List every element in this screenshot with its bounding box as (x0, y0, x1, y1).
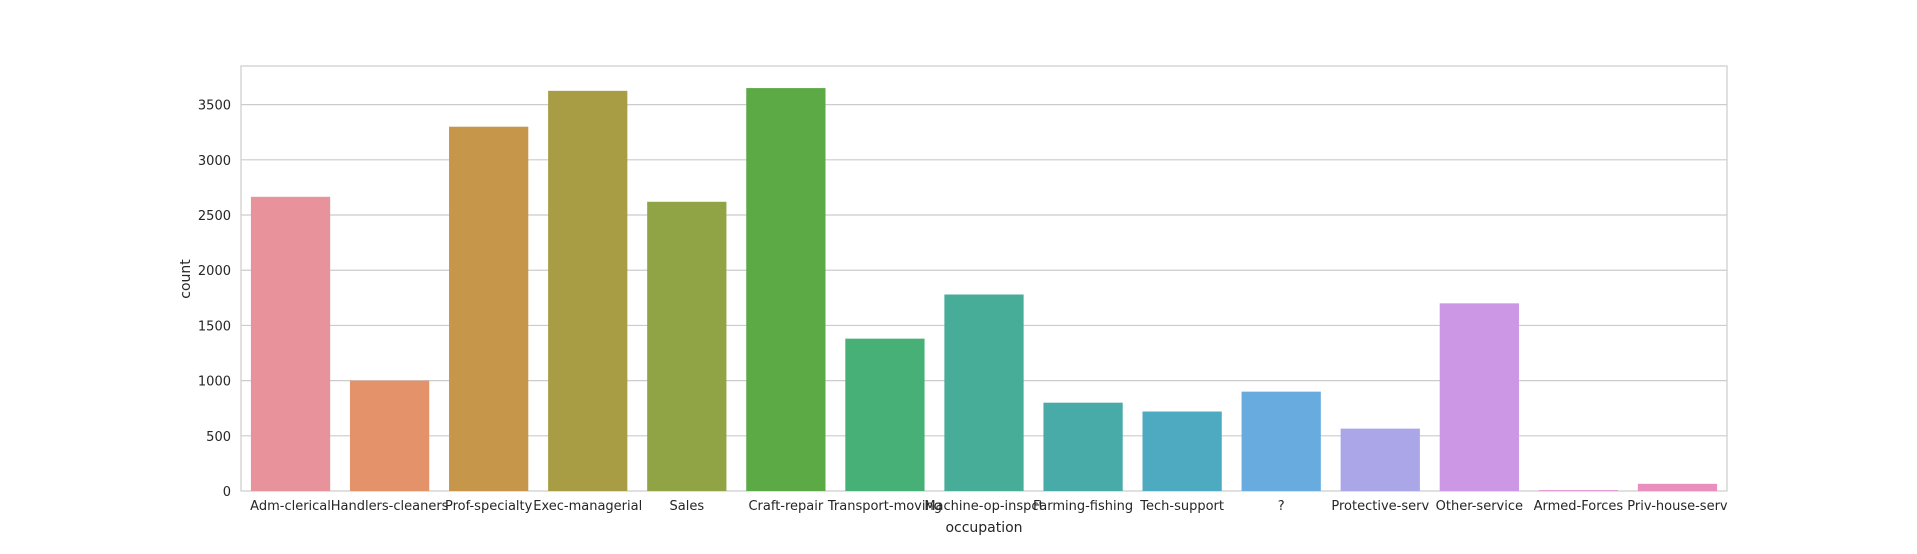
x-tick-labels: Adm-clerical Handlers-cleanersProf-specia… (250, 499, 1728, 514)
bar-exec-managerial (548, 90, 628, 492)
x-tick-label: Transport-moving (827, 499, 942, 514)
y-tick-labels: 0 500 1000 1500 2000 2500 3000 3500 (198, 99, 231, 500)
x-tick-label: Sales (669, 499, 704, 514)
x-tick-label: Handlers-cleaners (331, 499, 449, 514)
y-tick-label: 0 (223, 485, 231, 500)
bar-craft-repair (746, 88, 826, 492)
bar-adm-clerical (250, 196, 331, 491)
bar-armed-forces (1538, 490, 1619, 491)
x-tick-label: ? (1278, 499, 1285, 514)
x-tick-label: Protective-serv (1331, 499, 1429, 514)
bar-protective-serv (1340, 428, 1420, 491)
y-tick-label: 3000 (198, 154, 231, 169)
bar- (1241, 391, 1321, 491)
x-tick-label: Other-service (1436, 499, 1523, 514)
x-tick-label: Farming-fishing (1033, 499, 1133, 514)
bars (250, 88, 1718, 492)
bar-farming-fishing (1043, 402, 1123, 491)
bar-sales (647, 201, 727, 491)
y-tick-label: 500 (206, 430, 231, 445)
x-axis-label: occupation (945, 520, 1022, 536)
x-tick-label: Armed-Forces (1534, 499, 1624, 514)
bar-tech-support (1142, 411, 1222, 491)
bar-transport-moving (845, 338, 925, 491)
x-tick-label: Machine-op-inspct (924, 499, 1043, 514)
bar-machine-op-inspct (944, 294, 1024, 491)
x-tick-label: Craft-repair (748, 499, 823, 514)
y-tick-label: 1000 (198, 375, 231, 390)
x-tick-label: Tech-support (1139, 499, 1224, 514)
bar-prof-specialty (449, 126, 529, 491)
x-tick-label: Exec-managerial (533, 499, 642, 514)
bar-priv-house-serv (1637, 483, 1718, 491)
bar-handlers-cleaners (349, 380, 430, 491)
y-axis-label: count (178, 259, 194, 299)
bar-other-service (1439, 303, 1519, 491)
y-tick-label: 1500 (198, 319, 231, 334)
x-tick-label: Adm-clerical (250, 499, 331, 514)
x-tick-label: Prof-specialty (445, 499, 533, 514)
y-tick-label: 3500 (198, 99, 231, 114)
x-tick-label: Priv-house-serv (1627, 499, 1728, 514)
y-tick-label: 2500 (198, 209, 231, 224)
y-tick-label: 2000 (198, 264, 231, 279)
